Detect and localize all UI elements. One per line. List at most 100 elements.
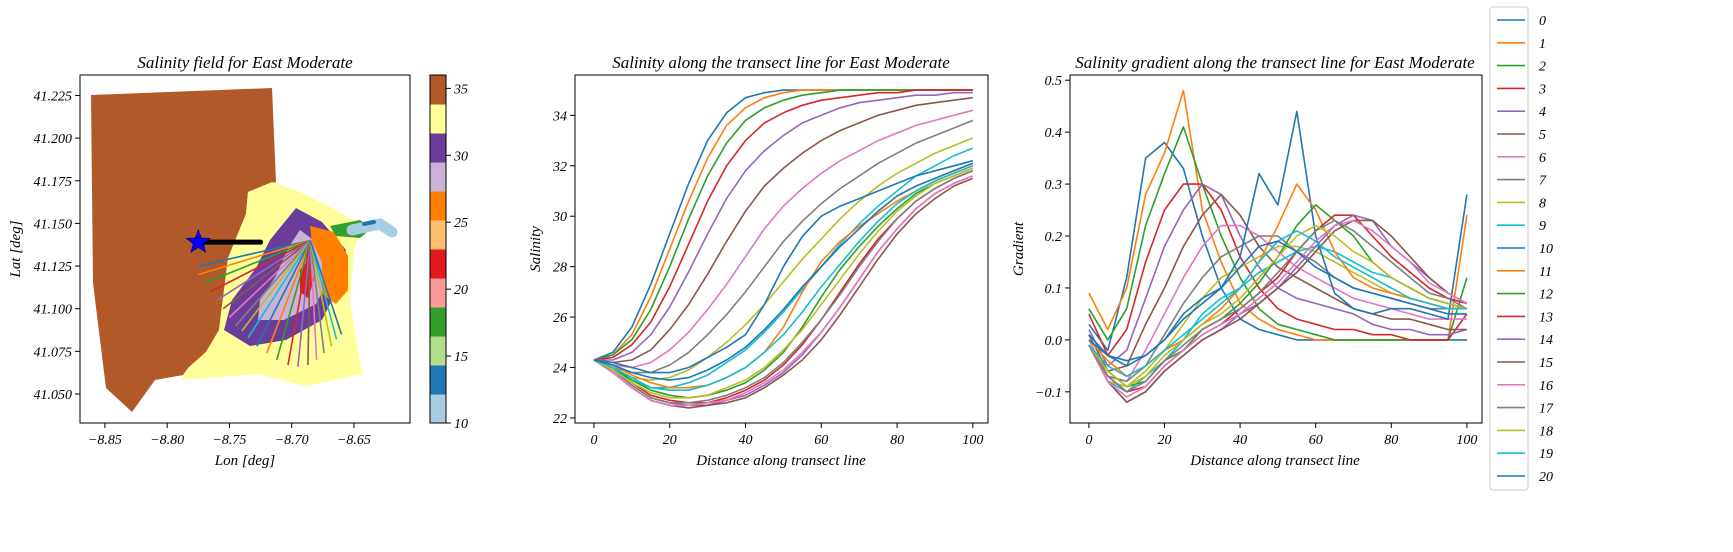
transect-fan-line-17: [309, 240, 325, 354]
panel2-xtick-label: 100: [962, 433, 983, 448]
panel3-series-line-18: [1088, 224, 1468, 388]
panel3-xtick-label: 0: [1085, 433, 1092, 448]
transect-fan-line-19: [309, 240, 338, 340]
transect-fan-line-0: [198, 239, 311, 267]
colorbar-tick-label: 20: [454, 283, 468, 298]
transect-fan-line-7: [235, 239, 311, 327]
colorbar-segment-11: [430, 75, 446, 105]
colorbar-tick-label: 15: [454, 350, 468, 365]
salinity-colorbar: 10 15 20 25 30 35: [430, 75, 468, 432]
panel2-series-line-18: [593, 167, 974, 399]
panel1-ytick-label: 41.175: [34, 175, 73, 190]
panel2-ytick-label: 24: [553, 362, 567, 377]
transect-fan-line-10: [256, 240, 312, 347]
panel2-ytick-label: 22: [553, 412, 567, 427]
colorbar-segment-4: [430, 278, 446, 308]
panel3-series-line-16: [1088, 219, 1468, 398]
panel2-axes-frame: [574, 74, 989, 424]
panel2-series-line-20: [593, 162, 974, 381]
panel2-title: Salinity along the transect line for Eas…: [612, 53, 950, 72]
legend-label-3: 3: [1538, 82, 1546, 97]
field-estuary-plume: [346, 218, 398, 238]
panel3-axes-frame: [1069, 74, 1483, 424]
panel3-xtick-label: 60: [1309, 433, 1323, 448]
legend-label-7: 7: [1539, 174, 1547, 189]
legend-label-20: 20: [1539, 470, 1553, 485]
gradient-transect-panel: Salinity gradient along the transect lin…: [1011, 53, 1483, 469]
colorbar-segment-0: [430, 394, 446, 424]
panel2-series-line-4: [593, 91, 973, 361]
panel2-series-line-1: [593, 89, 973, 361]
panel2-series-line-9: [593, 147, 974, 389]
panel2-xtick-label: 60: [814, 433, 828, 448]
legend-label-10: 10: [1539, 242, 1553, 257]
panel2-ylabel: Salinity: [528, 226, 544, 272]
field-blue-plume-core: [362, 220, 376, 226]
salinity-field-map: [91, 88, 398, 412]
panel2-series-line-17: [593, 170, 974, 404]
panel2-series-line-6: [593, 109, 974, 369]
legend-label-6: 6: [1539, 151, 1546, 166]
panel3-series-line-1: [1088, 89, 1468, 341]
panel2-series-line-10: [593, 159, 974, 374]
colorbar-segment-7: [430, 191, 446, 221]
panel2-ytick-label: 26: [553, 311, 567, 326]
legend-label-8: 8: [1539, 196, 1546, 211]
transect-fan-line-5: [222, 239, 311, 310]
legend-label-18: 18: [1539, 424, 1553, 439]
field-ocean-region: [91, 88, 276, 412]
transect-fan-line-1: [198, 239, 311, 276]
panel3-ytick-label: 0.4: [1045, 126, 1063, 141]
panel3-xtick-label: 80: [1384, 433, 1398, 448]
panel2-series-line-11: [593, 165, 974, 389]
legend-label-19: 19: [1539, 447, 1553, 462]
panel2-xtick-label: 0: [590, 433, 597, 448]
panel2-series: [593, 89, 974, 409]
panel3-x-ticks: 0 20 40 60 80 100: [1085, 423, 1477, 448]
legend-label-11: 11: [1539, 265, 1552, 280]
colorbar-frame: [429, 74, 447, 424]
panel3-y-ticks: −0.1 0.0 0.1 0.2 0.3 0.4 0.5: [1035, 74, 1070, 401]
panel2-series-line-8: [593, 137, 974, 381]
panel1-xtick-label: −8.85: [88, 433, 122, 448]
panel3-ytick-label: 0.3: [1045, 178, 1063, 193]
panel1-ytick-label: 41.125: [34, 260, 73, 275]
panel3-series-line-5: [1088, 193, 1467, 372]
transect-fan-line-13: [287, 240, 312, 366]
transect-fan-line-11: [266, 240, 312, 354]
panel3-ytick-label: 0.1: [1045, 282, 1063, 297]
panel3-xtick-label: 40: [1233, 433, 1247, 448]
transect-fan-line-3: [210, 239, 311, 293]
transect-fan-line-12: [275, 240, 312, 361]
panel3-series-line-20: [1088, 240, 1467, 367]
transect-fan-line-18: [309, 240, 333, 347]
colorbar-segment-6: [430, 220, 446, 250]
field-orange-band: [310, 226, 348, 304]
legend-label-0: 0: [1539, 14, 1546, 29]
legend-label-17: 17: [1539, 402, 1554, 417]
salinity-transect-panel: Salinity along the transect line for Eas…: [528, 53, 989, 469]
transect-fan-line-6: [228, 239, 311, 318]
panel3-xtick-label: 20: [1157, 433, 1171, 448]
panel2-series-line-3: [593, 89, 973, 361]
transect-fan-line-9: [247, 240, 312, 339]
panel2-series-line-2: [593, 89, 973, 361]
panel1-xtick-label: −8.65: [337, 433, 371, 448]
panel1-ytick-label: 41.050: [34, 388, 73, 403]
panel1-ytick-label: 41.225: [34, 89, 73, 104]
panel2-xtick-label: 40: [739, 433, 753, 448]
station-star-marker: [185, 228, 212, 254]
colorbar-segment-10: [430, 104, 446, 134]
panel2-x-ticks: 0 20 40 60 80 100: [590, 423, 983, 448]
transect-fan-line-20: [309, 240, 343, 335]
panel3-xtick-label: 100: [1456, 433, 1477, 448]
legend-label-2: 2: [1539, 60, 1546, 75]
panel1-ylabel: Lat [deg]: [8, 220, 24, 278]
panel2-ytick-label: 30: [552, 210, 567, 225]
panel2-xlabel: Distance along transect line: [695, 453, 866, 469]
panel3-series-line-6: [1088, 224, 1467, 383]
panel3-ytick-label: 0.5: [1045, 74, 1063, 89]
panel2-ytick-label: 32: [552, 160, 567, 175]
panel1-title: Salinity field for East Moderate: [137, 53, 353, 72]
